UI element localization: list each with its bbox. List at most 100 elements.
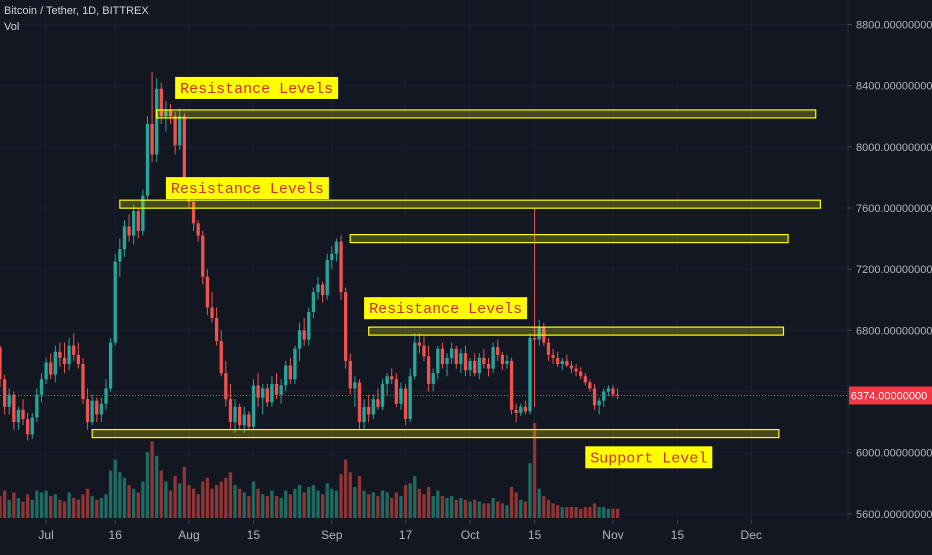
candle-body <box>104 388 108 404</box>
volume-bar <box>118 472 122 518</box>
price-tick-label: 8400.00000000 <box>856 81 932 93</box>
volume-bar <box>468 501 472 518</box>
candle-body <box>205 276 210 308</box>
time-axis[interactable]: Jul 16 Aug 15 Sep 17 Oct 15 Nov 15 Dec <box>38 520 762 542</box>
volume-bar <box>376 496 380 518</box>
candle-body <box>357 382 362 423</box>
candle-body <box>519 406 523 413</box>
price-tick-label: 8000.00000000 <box>856 142 932 154</box>
price-axis[interactable]: 5600.000000006000.000000006400.000000006… <box>848 19 932 521</box>
volume-bar <box>178 483 182 518</box>
candle-body <box>44 362 48 380</box>
volume-bar <box>182 466 187 518</box>
candle-body <box>122 226 127 250</box>
candle-body <box>95 400 99 415</box>
time-tick-label: Aug <box>178 528 199 542</box>
volume-bar <box>426 486 431 518</box>
volume-bar <box>528 463 532 518</box>
volume-bar <box>113 459 117 518</box>
candle-body <box>602 391 606 401</box>
volume-bar <box>155 455 159 518</box>
candle-body <box>233 406 237 423</box>
volume-bar <box>569 507 574 518</box>
candle-body <box>380 383 385 407</box>
volume-bar <box>44 490 48 518</box>
volume-bar <box>491 497 495 518</box>
annotation-box <box>175 76 339 99</box>
level-box <box>156 109 817 119</box>
candle-body <box>7 394 11 407</box>
candle-body <box>376 399 380 407</box>
volume-bar <box>297 485 302 518</box>
volume-bar <box>12 492 16 518</box>
candle-body <box>445 357 449 364</box>
volume-bar <box>509 486 514 518</box>
volume-bar <box>583 507 587 518</box>
candle-body <box>242 414 246 426</box>
volume-bar <box>104 494 108 518</box>
volume-bar <box>62 501 67 518</box>
symbol-title[interactable]: Bitcoin / Tether, 1D, BITTREX <box>4 5 149 17</box>
volume-bar <box>496 501 500 518</box>
candle-body <box>178 116 182 146</box>
volume-bar <box>385 492 389 518</box>
candle-body <box>615 394 620 396</box>
candle-body <box>284 365 288 386</box>
candle-body <box>136 211 140 231</box>
candle-body <box>35 394 39 418</box>
candle-body <box>473 360 477 374</box>
volume-bar <box>523 501 528 518</box>
volume-bar <box>431 496 435 518</box>
volume-bar <box>403 485 408 518</box>
volume-bar <box>159 470 163 518</box>
volume-bar <box>25 494 30 518</box>
candle-body <box>362 406 366 423</box>
candle-body <box>219 341 223 374</box>
volume-bar <box>35 490 39 518</box>
volume-bars <box>0 423 620 518</box>
candle-body <box>477 357 481 374</box>
volume-bar <box>256 488 260 518</box>
volume-bar <box>394 492 399 518</box>
candle-body <box>403 388 408 420</box>
candle-body <box>127 226 131 236</box>
volume-bar <box>463 499 468 518</box>
level-box <box>91 428 780 439</box>
candle-body <box>256 385 260 398</box>
candle-body <box>528 338 532 412</box>
candle-body <box>85 399 90 423</box>
volume-bar <box>214 485 219 518</box>
volume-bar <box>334 490 339 518</box>
volume-bar <box>0 496 2 518</box>
candle-body <box>16 409 21 423</box>
candle-body <box>348 360 352 389</box>
candle-body <box>307 312 311 340</box>
volume-bar <box>141 481 145 518</box>
volume-bar <box>168 490 173 518</box>
volume-bar <box>339 474 343 518</box>
volume-bar <box>76 499 81 518</box>
volume-bar <box>519 499 523 518</box>
price-tick-label: 7600.00000000 <box>856 203 932 215</box>
candle-body <box>537 327 541 340</box>
volume-bar <box>473 499 477 518</box>
volume-bar <box>311 485 316 518</box>
candle-body <box>565 360 569 366</box>
candle-body <box>0 347 2 380</box>
candle-body <box>413 342 417 377</box>
volume-bar <box>72 497 76 518</box>
volume-bar <box>251 481 256 518</box>
volume-bar <box>546 499 551 518</box>
volume-bar <box>108 470 113 518</box>
candle-body <box>459 353 463 364</box>
volume-bar <box>551 503 555 518</box>
candle-body <box>486 364 491 369</box>
volume-bar <box>85 488 90 518</box>
candle-body <box>597 400 601 406</box>
candle-body <box>390 376 394 380</box>
volume-bar <box>270 490 274 518</box>
volume-bar <box>261 494 265 518</box>
candle-body <box>311 292 316 312</box>
candle-body <box>422 345 426 357</box>
